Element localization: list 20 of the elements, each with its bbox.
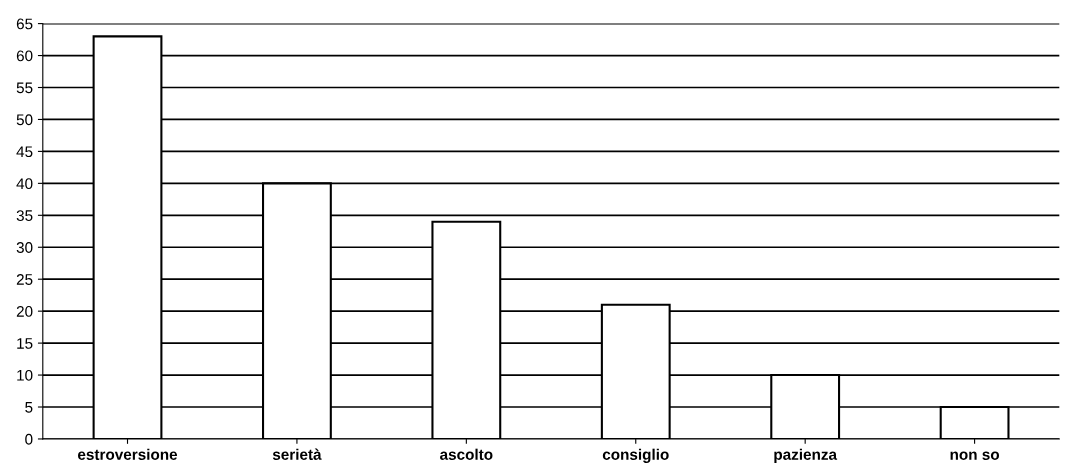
y-tick-label: 15 (17, 338, 33, 349)
y-tick-label: 20 (16, 306, 33, 317)
y-tick-label: 40 (16, 178, 33, 190)
y-tick-label: 10 (17, 369, 33, 381)
y-tick-label: 50 (16, 114, 33, 126)
y-tick-label: 60 (16, 50, 33, 62)
y-tick-label: 5 (25, 402, 33, 413)
y-tick-label: 0 (25, 433, 33, 445)
y-tick-label: 65 (16, 18, 33, 30)
y-tick-label: 25 (16, 274, 33, 285)
x-tick-label: ascolto (440, 448, 493, 460)
x-tick-label: estroversione (78, 448, 178, 460)
x-tick-label: pazienza (774, 448, 838, 463)
x-tick-label: consiglio (602, 448, 669, 463)
y-tick-label: 55 (16, 82, 33, 94)
x-tick-label: non so (950, 451, 1000, 460)
y-tick-label: 45 (16, 146, 33, 158)
x-tick-label: serietà (272, 448, 322, 460)
y-tick-label: 35 (16, 210, 33, 221)
y-tick-label: 30 (16, 242, 33, 253)
